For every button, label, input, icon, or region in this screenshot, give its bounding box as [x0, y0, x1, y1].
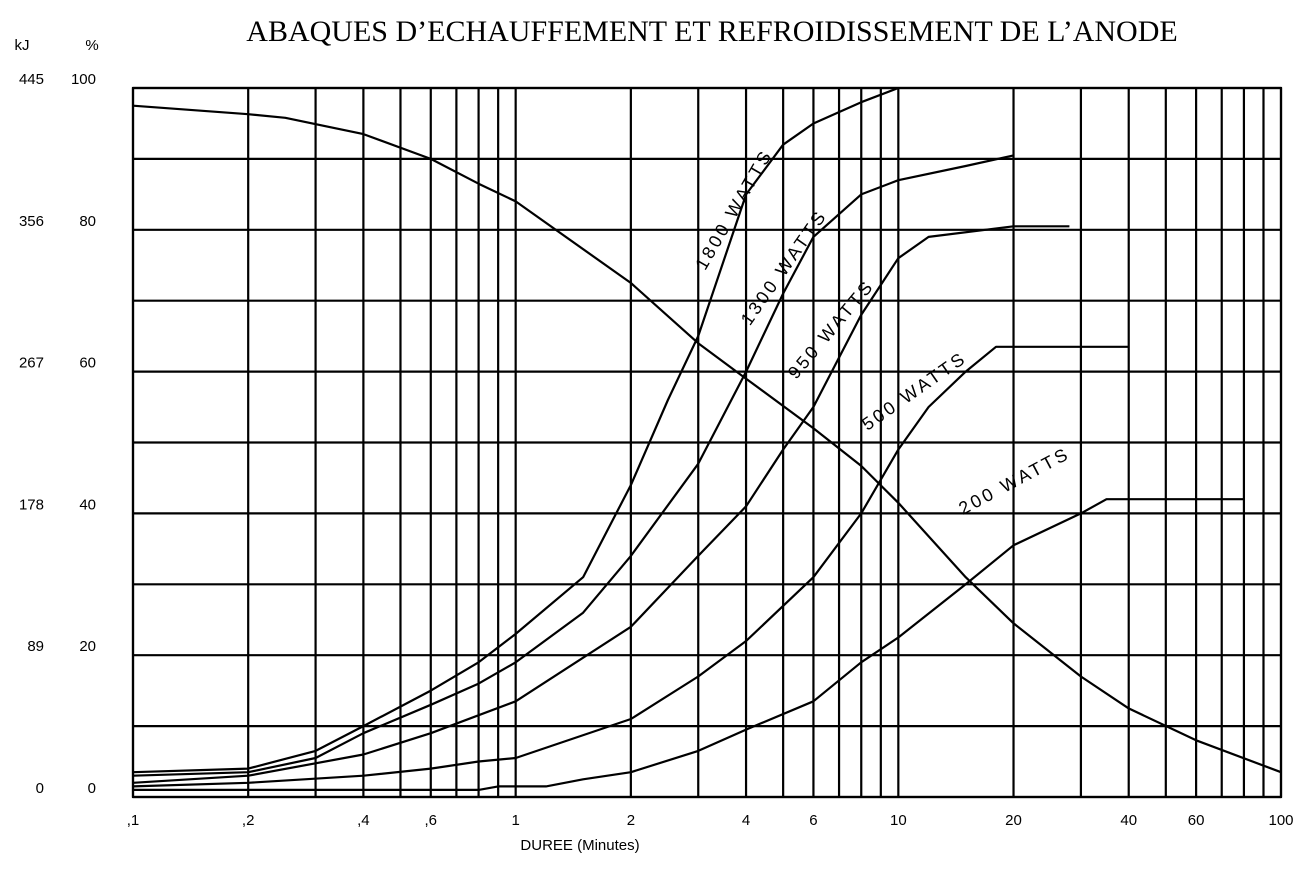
series-label: 1800 WATTS [691, 145, 776, 273]
cooling-curve [132, 104, 1282, 774]
y-tick-label: 100 [71, 71, 96, 88]
x-tick-label: 20 [1005, 812, 1022, 829]
y-tick-label: 60 [79, 355, 96, 372]
x-tick-label: 10 [890, 812, 907, 829]
plot-border [131, 86, 1283, 799]
x-tick-label: 60 [1188, 812, 1205, 829]
y2-tick-label: 267 [19, 355, 44, 372]
x-tick-label: ,2 [242, 812, 255, 829]
x-tick-label: 2 [627, 812, 635, 829]
x-tick-label: 1 [511, 812, 519, 829]
x-tick-label: 6 [809, 812, 817, 829]
series-label: 950 WATTS [784, 276, 878, 383]
x-tick-label: 4 [742, 812, 750, 829]
x-tick-label: ,4 [357, 812, 370, 829]
heating-curve [132, 86, 899, 774]
x-axis-label: DUREE (Minutes) [520, 837, 639, 854]
heating-curve [132, 345, 1129, 788]
y-tick-label: 0 [88, 780, 96, 797]
x-tick-label: ,1 [127, 812, 140, 829]
chart-title: ABAQUES D’ECHAUFFEMENT ET REFROIDISSEMEN… [246, 15, 1177, 48]
y2-tick-label: 178 [19, 496, 44, 513]
heating-curve [132, 225, 1070, 784]
heating-curve [133, 498, 1244, 791]
y-tick-label: 80 [79, 213, 96, 230]
x-tick-label: ,6 [425, 812, 438, 829]
y2-tick-label: 0 [36, 780, 44, 797]
x-tick-label: 40 [1120, 812, 1137, 829]
y2-tick-label: 89 [27, 638, 44, 655]
y-axis-label: % [85, 37, 98, 54]
heating-curve [132, 154, 1014, 777]
y2-axis-label: kJ [15, 37, 30, 54]
y-tick-label: 20 [79, 638, 96, 655]
y-tick-label: 40 [79, 496, 96, 513]
series-label: 500 WATTS [858, 348, 970, 435]
x-tick-label: 100 [1268, 812, 1293, 829]
y2-tick-label: 356 [19, 213, 44, 230]
y2-tick-label: 445 [19, 71, 44, 88]
